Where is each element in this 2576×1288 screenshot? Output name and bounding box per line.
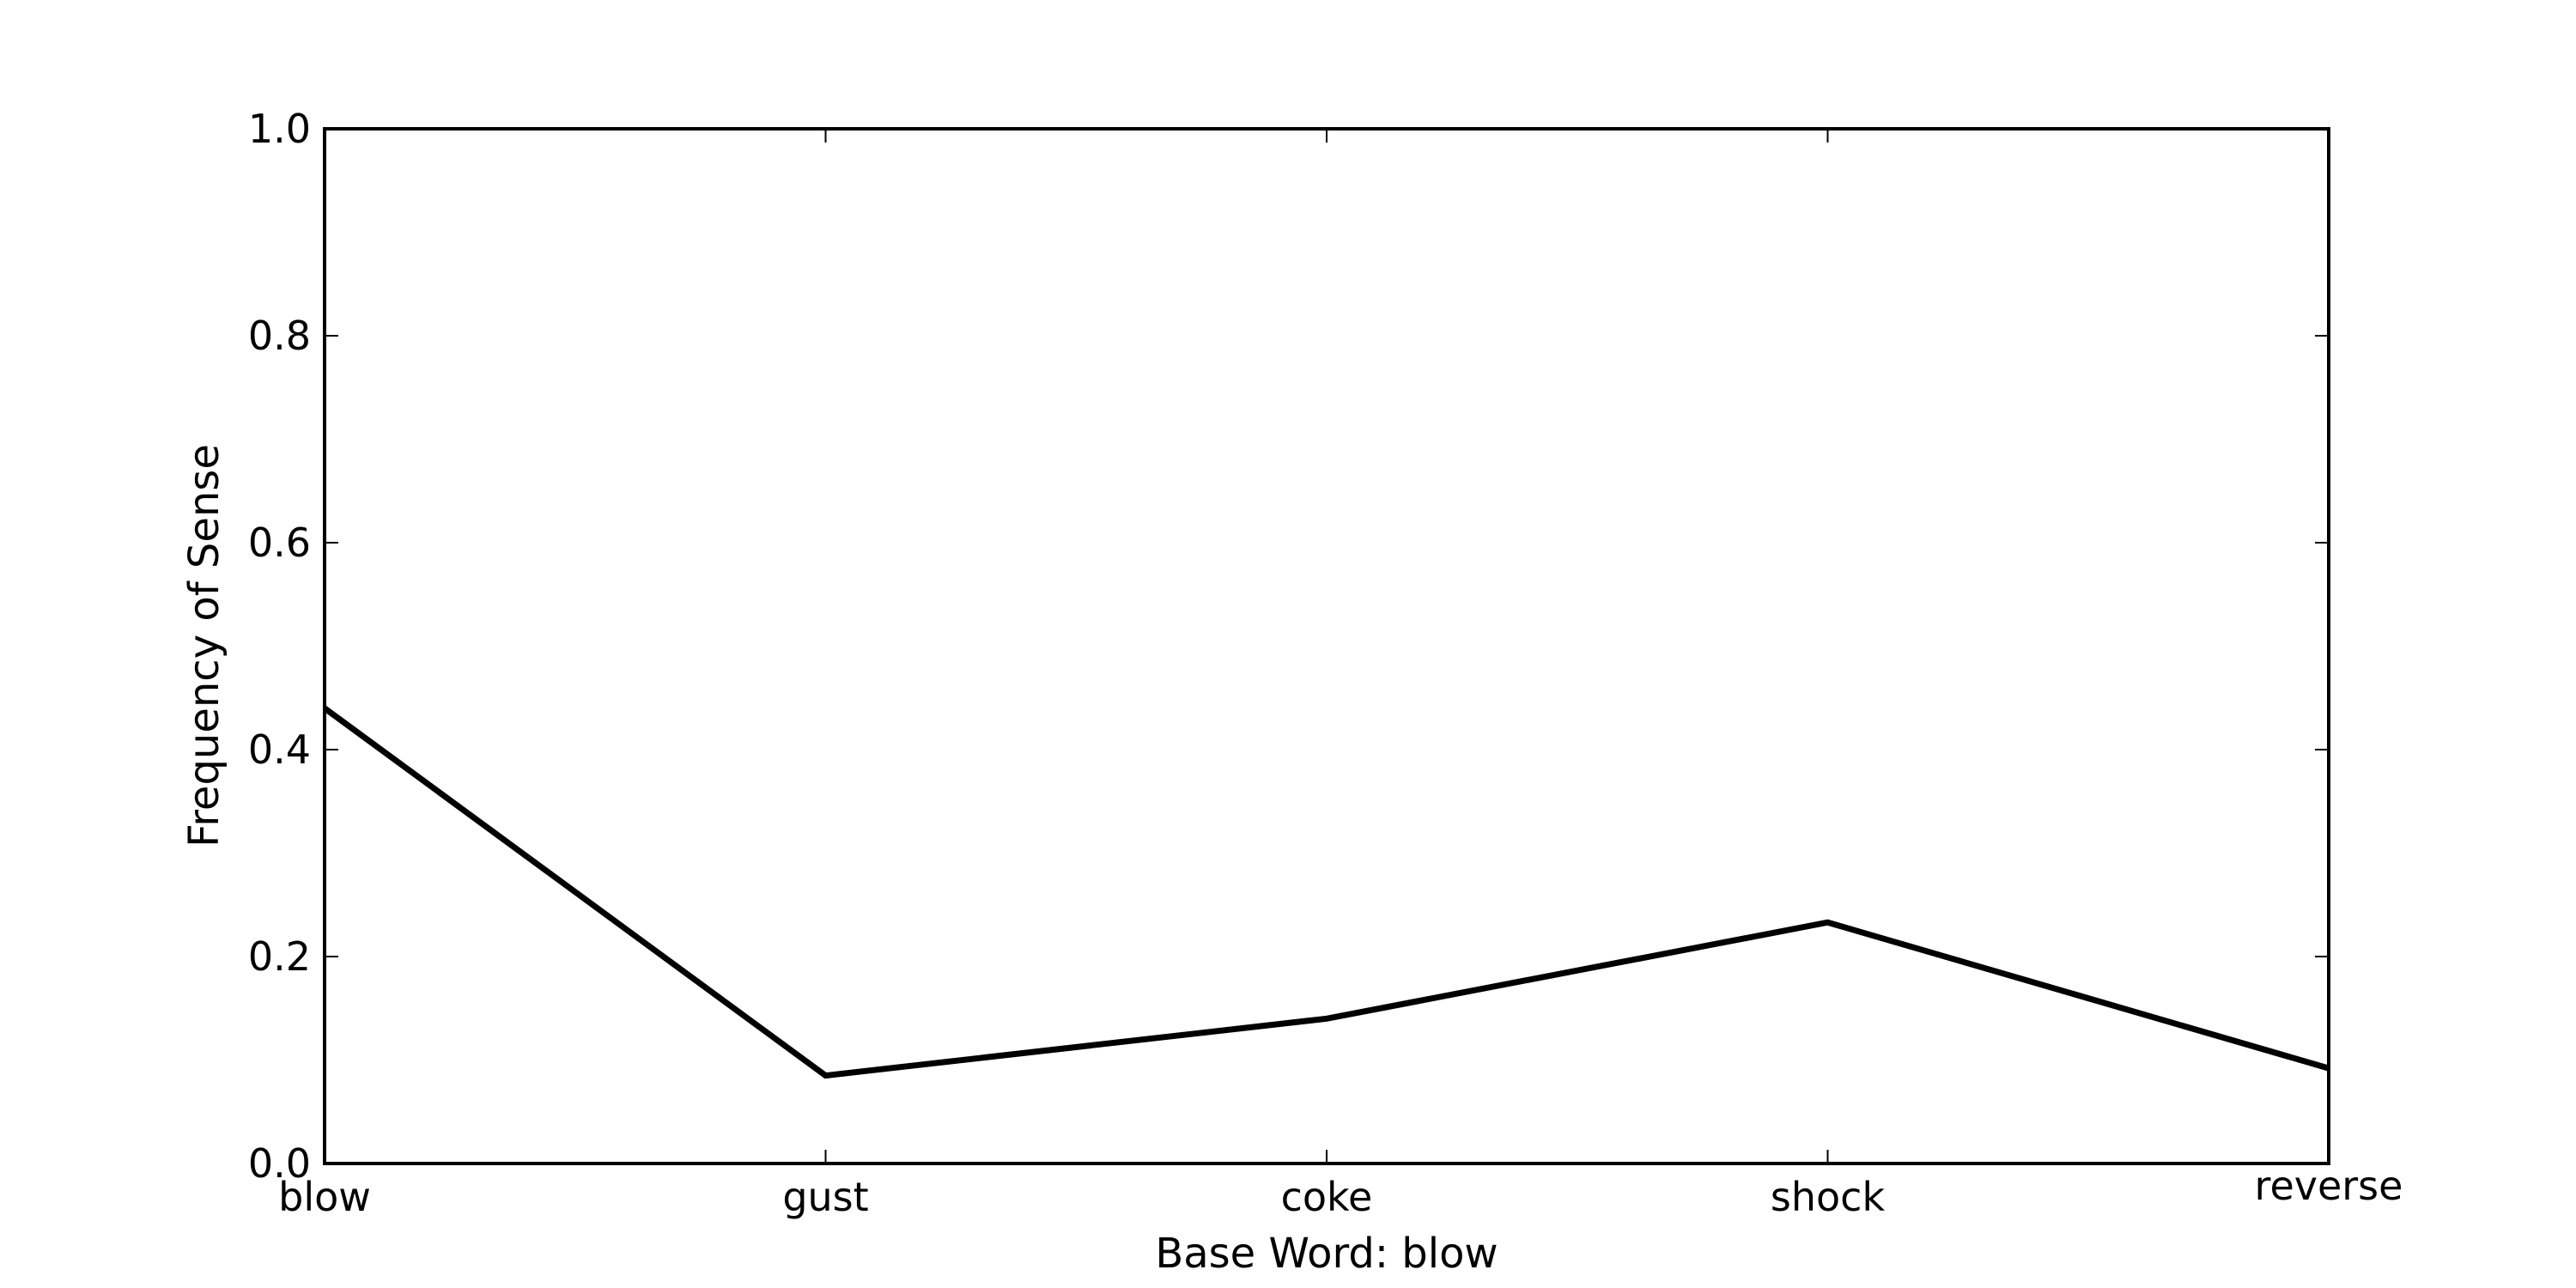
y-tick-label: 0.8 <box>248 313 311 359</box>
x-tick-label: coke <box>1281 1174 1373 1220</box>
y-tick-label: 0.6 <box>248 519 311 566</box>
x-tick-label: gust <box>782 1174 868 1220</box>
tick-labels: 0.0 0.2 0.4 0.6 0.8 1.0 blow gust coke shock rever… <box>248 106 2403 1220</box>
y-tick-label: 0.0 <box>248 1140 311 1187</box>
data-point <box>1827 921 1828 923</box>
x-tick-label: reverse <box>2255 1163 2403 1209</box>
y-tick-label: 0.2 <box>248 933 311 980</box>
y-tick-label: 1.0 <box>248 106 311 152</box>
x-tick-label: blow <box>278 1174 371 1220</box>
data-point <box>825 1075 826 1077</box>
y-axis-label: Frequency of Sense <box>180 444 228 848</box>
x-axis-label: Base Word: blow <box>1155 1230 1498 1278</box>
plot-frame <box>323 127 2330 1165</box>
y-tick-label: 0.4 <box>248 726 311 773</box>
x-tick-label: shock <box>1771 1174 1886 1220</box>
